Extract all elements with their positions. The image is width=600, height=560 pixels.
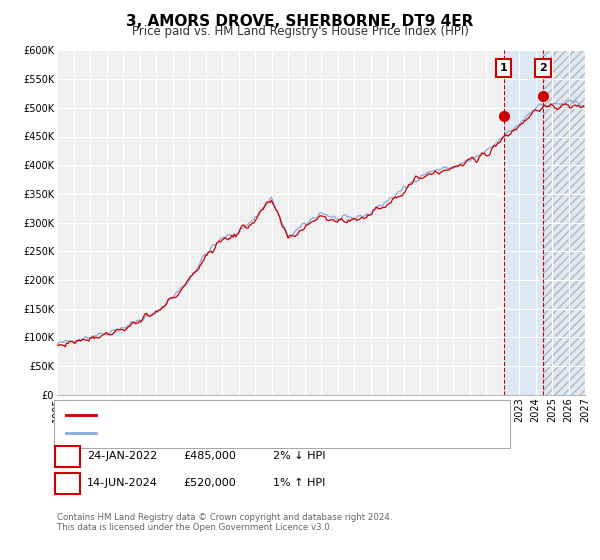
Text: 1: 1	[64, 451, 71, 461]
Text: 3, AMORS DROVE, SHERBORNE, DT9 4ER (detached house): 3, AMORS DROVE, SHERBORNE, DT9 4ER (deta…	[102, 410, 410, 420]
Bar	[543, 50, 585, 395]
Text: 2% ↓ HPI: 2% ↓ HPI	[273, 451, 325, 461]
Text: Contains HM Land Registry data © Crown copyright and database right 2024.: Contains HM Land Registry data © Crown c…	[57, 513, 392, 522]
Text: HPI: Average price, detached house, Dorset: HPI: Average price, detached house, Dors…	[102, 428, 329, 438]
Text: 3, AMORS DROVE, SHERBORNE, DT9 4ER: 3, AMORS DROVE, SHERBORNE, DT9 4ER	[127, 14, 473, 29]
Text: This data is licensed under the Open Government Licence v3.0.: This data is licensed under the Open Gov…	[57, 523, 332, 532]
Text: £485,000: £485,000	[183, 451, 236, 461]
Text: 2: 2	[539, 63, 547, 73]
Bar	[503, 50, 543, 395]
Text: Price paid vs. HM Land Registry's House Price Index (HPI): Price paid vs. HM Land Registry's House …	[131, 25, 469, 38]
Text: 1% ↑ HPI: 1% ↑ HPI	[273, 478, 325, 488]
Text: 14-JUN-2024: 14-JUN-2024	[87, 478, 158, 488]
Text: 2: 2	[64, 478, 71, 488]
Text: 1: 1	[500, 63, 508, 73]
Text: £520,000: £520,000	[183, 478, 236, 488]
Text: 24-JAN-2022: 24-JAN-2022	[87, 451, 157, 461]
